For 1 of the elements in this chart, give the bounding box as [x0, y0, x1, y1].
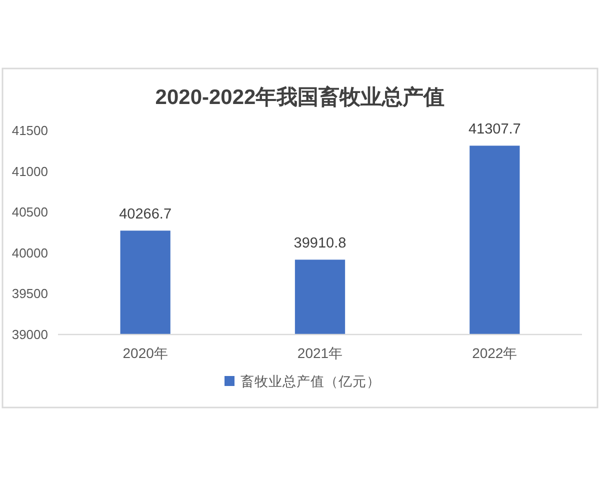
title: 2020-2022年我国畜牧业总产值: [155, 86, 445, 109]
